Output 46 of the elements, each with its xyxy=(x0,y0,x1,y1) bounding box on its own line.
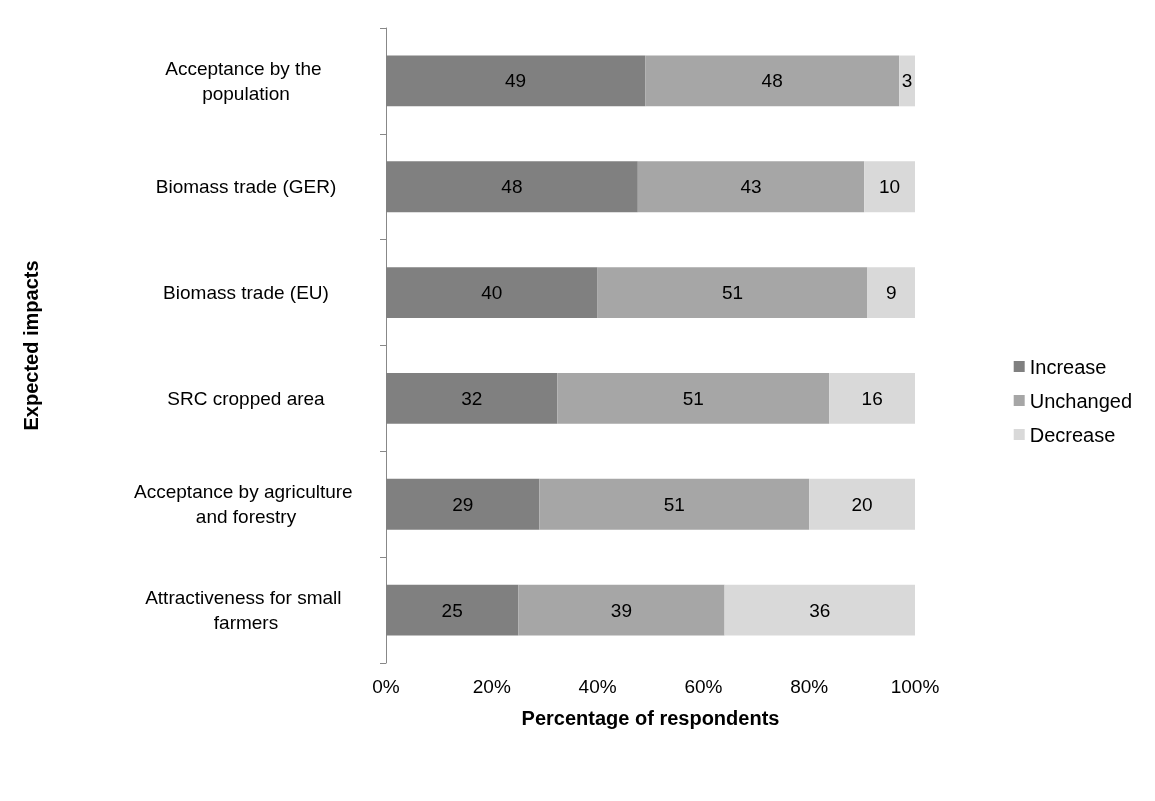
bar xyxy=(867,267,915,318)
legend-label: Unchanged xyxy=(1029,389,1133,412)
y-tick-label: Acceptance by the population xyxy=(165,57,327,104)
bar xyxy=(518,584,725,636)
x-tick-label: 40% xyxy=(578,676,617,697)
legend-label: Increase xyxy=(1029,355,1107,378)
bar xyxy=(597,267,868,318)
data-label: 29 xyxy=(452,493,474,515)
x-tick-label: 80% xyxy=(790,676,829,697)
bar xyxy=(557,373,830,424)
data-label: 48 xyxy=(501,176,523,198)
data-label: 49 xyxy=(505,70,527,92)
data-label: 20 xyxy=(851,493,873,515)
data-label: 9 xyxy=(885,282,897,304)
data-label: 10 xyxy=(879,176,901,198)
bar xyxy=(724,584,915,636)
bar xyxy=(637,161,865,213)
data-label: 32 xyxy=(461,387,483,409)
data-label: 51 xyxy=(663,493,685,515)
legend-label: Decrease xyxy=(1029,423,1116,446)
y-axis-title: Expected impacts xyxy=(20,260,42,431)
y-tick-label: Biomass trade (GER) xyxy=(155,176,337,198)
data-label: 51 xyxy=(721,282,744,304)
x-tick-label: 60% xyxy=(684,676,723,697)
x-axis-title: Percentage of respondents xyxy=(521,707,780,729)
data-label: 51 xyxy=(682,387,704,409)
bar xyxy=(539,478,810,530)
data-label: 48 xyxy=(761,70,783,92)
data-label: 40 xyxy=(481,282,503,304)
y-tick-label: Attractiveness for small farmers xyxy=(145,587,347,634)
x-tick-label: 0% xyxy=(372,676,400,697)
bar xyxy=(829,373,915,424)
y-tick-label: Acceptance by agriculture and forestry xyxy=(134,481,358,528)
x-tick-label: 100% xyxy=(890,676,940,697)
data-label: 25 xyxy=(441,599,463,621)
bar xyxy=(645,55,900,107)
bar xyxy=(864,161,915,213)
bar xyxy=(809,478,915,530)
data-label: 43 xyxy=(740,176,762,198)
y-tick-label: SRC cropped area xyxy=(167,387,326,409)
data-label: 16 xyxy=(861,387,883,409)
y-tick-label: Biomass trade (EU) xyxy=(163,282,329,304)
data-label: 3 xyxy=(901,70,913,92)
data-label: 39 xyxy=(610,599,632,621)
x-tick-label: 20% xyxy=(472,676,511,697)
data-label: 36 xyxy=(809,599,831,621)
